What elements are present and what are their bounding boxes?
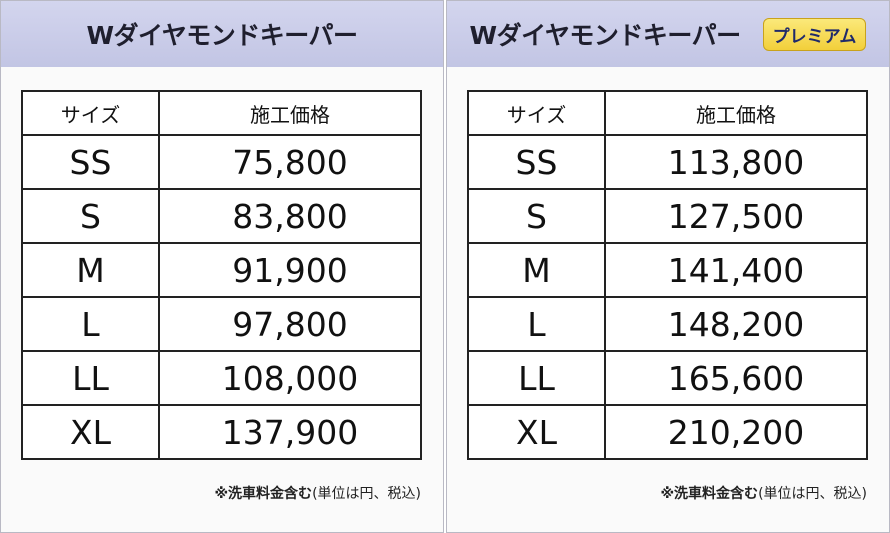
size-cell: SS xyxy=(21,134,160,190)
header-cell: サイズ xyxy=(21,90,160,136)
price-panel: Wダイヤモンドキーパーサイズ 施工価格 SS 75,800 S 83,800 M 91,900… xyxy=(0,0,444,533)
table-body: サイズ 施工価格 SS 75,800 S 83,800 M 91,900 L 97,800 LL 10… xyxy=(21,90,422,460)
footnote-rest: (単位は円、税込) xyxy=(758,486,867,502)
table-row: S 83,800 xyxy=(21,188,422,244)
table-row: XL 137,900 xyxy=(21,404,422,460)
table-row: L 97,800 xyxy=(21,296,422,352)
price-cell: 113,800 xyxy=(604,134,868,190)
size-cell: LL xyxy=(467,350,606,406)
size-cell: LL xyxy=(21,350,160,406)
price-cell: 165,600 xyxy=(604,350,868,406)
table-row: LL 165,600 xyxy=(467,350,868,406)
premium-badge: プレミアム xyxy=(762,17,867,51)
price-cell: 148,200 xyxy=(604,296,868,352)
size-cell: L xyxy=(21,296,160,352)
price-cell: 83,800 xyxy=(158,188,422,244)
size-cell: M xyxy=(21,242,160,298)
table-row: XL 210,200 xyxy=(467,404,868,460)
footnote: ※洗車料金含む(単位は円、税込) xyxy=(214,483,421,503)
header-cell: 施工価格 xyxy=(604,90,868,136)
header-cell: 施工価格 xyxy=(158,90,422,136)
panel-title: Wダイヤモンドキーパー xyxy=(86,21,358,50)
footnote-bold: ※洗車料金含む xyxy=(660,486,759,502)
panel-title: Wダイヤモンドキーパー xyxy=(469,21,742,50)
size-cell: S xyxy=(467,188,606,244)
price-cell: 108,000 xyxy=(158,350,422,406)
size-cell: XL xyxy=(21,404,160,460)
size-cell: XL xyxy=(467,404,606,460)
price-panel: Wダイヤモンドキーパー プレミアムサイズ 施工価格 SS 113,800 S 127,500… xyxy=(446,0,890,533)
table-row: LL 108,000 xyxy=(21,350,422,406)
price-cell: 97,800 xyxy=(158,296,422,352)
footnote: ※洗車料金含む(単位は円、税込) xyxy=(660,483,867,503)
table-row: M 91,900 xyxy=(21,242,422,298)
header-row: サイズ 施工価格 xyxy=(21,90,422,136)
price-table: サイズ 施工価格 SS 75,800 S 83,800 M 91,900 L 97,800 LL 10… xyxy=(21,90,422,460)
price-cell: 75,800 xyxy=(158,134,422,190)
table-row: SS 75,800 xyxy=(21,134,422,190)
table-row: S 127,500 xyxy=(467,188,868,244)
price-cell: 137,900 xyxy=(158,404,422,460)
price-cell: 91,900 xyxy=(158,242,422,298)
footnote-rest: (単位は円、税込) xyxy=(312,486,421,502)
size-cell: SS xyxy=(467,134,606,190)
price-cell: 127,500 xyxy=(604,188,868,244)
header-cell: サイズ xyxy=(467,90,606,136)
header-row: サイズ 施工価格 xyxy=(467,90,868,136)
panel-header: Wダイヤモンドキーパー xyxy=(1,1,443,67)
size-cell: M xyxy=(467,242,606,298)
size-cell: L xyxy=(467,296,606,352)
panel-header: Wダイヤモンドキーパー プレミアム xyxy=(447,1,889,67)
footnote-bold: ※洗車料金含む xyxy=(214,486,313,502)
table-row: M 141,400 xyxy=(467,242,868,298)
price-table: サイズ 施工価格 SS 113,800 S 127,500 M 141,400 L 148,200… xyxy=(467,90,868,460)
table-row: SS 113,800 xyxy=(467,134,868,190)
price-cell: 210,200 xyxy=(604,404,868,460)
size-cell: S xyxy=(21,188,160,244)
table-body: サイズ 施工価格 SS 113,800 S 127,500 M 141,400 L 148,200… xyxy=(467,90,868,460)
table-row: L 148,200 xyxy=(467,296,868,352)
price-cell: 141,400 xyxy=(604,242,868,298)
